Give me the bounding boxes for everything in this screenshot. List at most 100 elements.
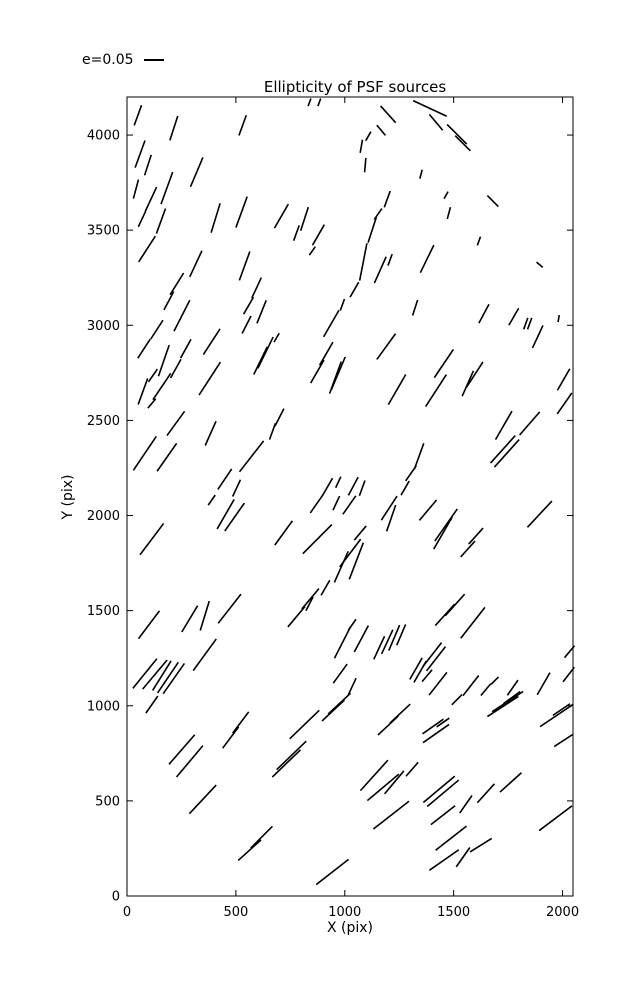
whisker [217,468,233,490]
whisker [508,307,520,326]
whisker [317,98,322,107]
legend-label: e=0.05 [82,52,134,68]
whisker [311,224,326,246]
whisker [276,740,307,771]
whisker [454,135,471,152]
whisker [465,361,484,388]
whisker [526,317,533,330]
whisker [493,439,520,468]
whisker [387,253,393,266]
whisker [162,662,186,695]
whisker [224,502,245,532]
whisker [147,398,157,409]
whisker [327,692,352,715]
whisker [489,435,516,464]
whisker [217,593,242,624]
whisker [274,520,294,546]
whisker [198,361,222,396]
whisker [536,261,544,269]
whisker [150,319,164,340]
whisker [455,847,471,868]
whisker [143,154,152,176]
whisker [376,333,397,360]
whisker [563,645,576,659]
whisker [235,196,248,228]
whisker [152,372,172,401]
whisker [359,139,364,153]
whisker [156,442,178,472]
whisker [428,113,444,131]
whisker [428,849,460,871]
x-tick-label: 1500 [437,905,470,920]
whisker [179,338,192,359]
y-axis-label: Y (pix) [60,474,76,520]
whisker [422,642,443,668]
whisker [168,734,196,765]
whisker [289,709,320,740]
whisker [538,805,573,832]
whisker [169,358,182,379]
whisker [151,660,172,691]
whisker [556,368,571,391]
whisker [383,190,391,208]
whisker [237,839,262,862]
whisker [372,800,410,830]
whisker [273,203,290,229]
whisker [499,772,522,793]
whisker [147,368,159,383]
whisker [175,745,204,778]
x-tick-label: 500 [223,905,248,920]
whisker [210,203,221,233]
whisker [422,723,450,744]
whisker [348,542,365,580]
whisker [156,661,179,694]
x-tick-label: 2000 [546,905,579,920]
whisker [241,315,252,334]
y-tick-label: 2500 [87,414,120,429]
whisker [426,779,460,808]
y-tick-label: 2000 [87,509,120,524]
whisker [459,795,473,814]
whisker [396,624,407,646]
whisker [379,105,397,124]
whisker [422,718,444,735]
whisker [257,336,274,369]
whisker [359,759,389,792]
whisker [468,527,484,545]
whisker [553,733,574,748]
whisker [169,115,179,141]
chart-title: Ellipticity of PSF sources [263,78,447,96]
whisker [436,717,450,728]
whisker [526,500,553,528]
x-tick-label: 0 [123,905,131,920]
whisker [506,679,519,696]
whisker [188,784,217,815]
whisker [321,699,346,722]
whisker [142,659,168,690]
whisker [238,251,251,281]
whisker [160,171,174,205]
whisker [222,726,240,749]
legend: e=0.05 [82,52,164,68]
whisker [451,694,463,706]
whisker [189,157,204,188]
whisker [444,593,466,617]
whisker [502,690,521,705]
whisker [322,309,340,338]
whisker [385,504,397,532]
whisker [531,325,544,349]
whisker [251,277,263,299]
whisker [446,206,452,220]
whisker [460,540,476,558]
whisker [490,676,500,685]
whisker [308,246,316,256]
whisker [405,761,419,777]
whisker [478,303,490,324]
whisker [446,123,468,145]
whisker [339,298,346,311]
whisker [332,495,341,511]
whisker [132,658,158,689]
whisker [480,683,492,697]
plot-box [126,96,574,897]
